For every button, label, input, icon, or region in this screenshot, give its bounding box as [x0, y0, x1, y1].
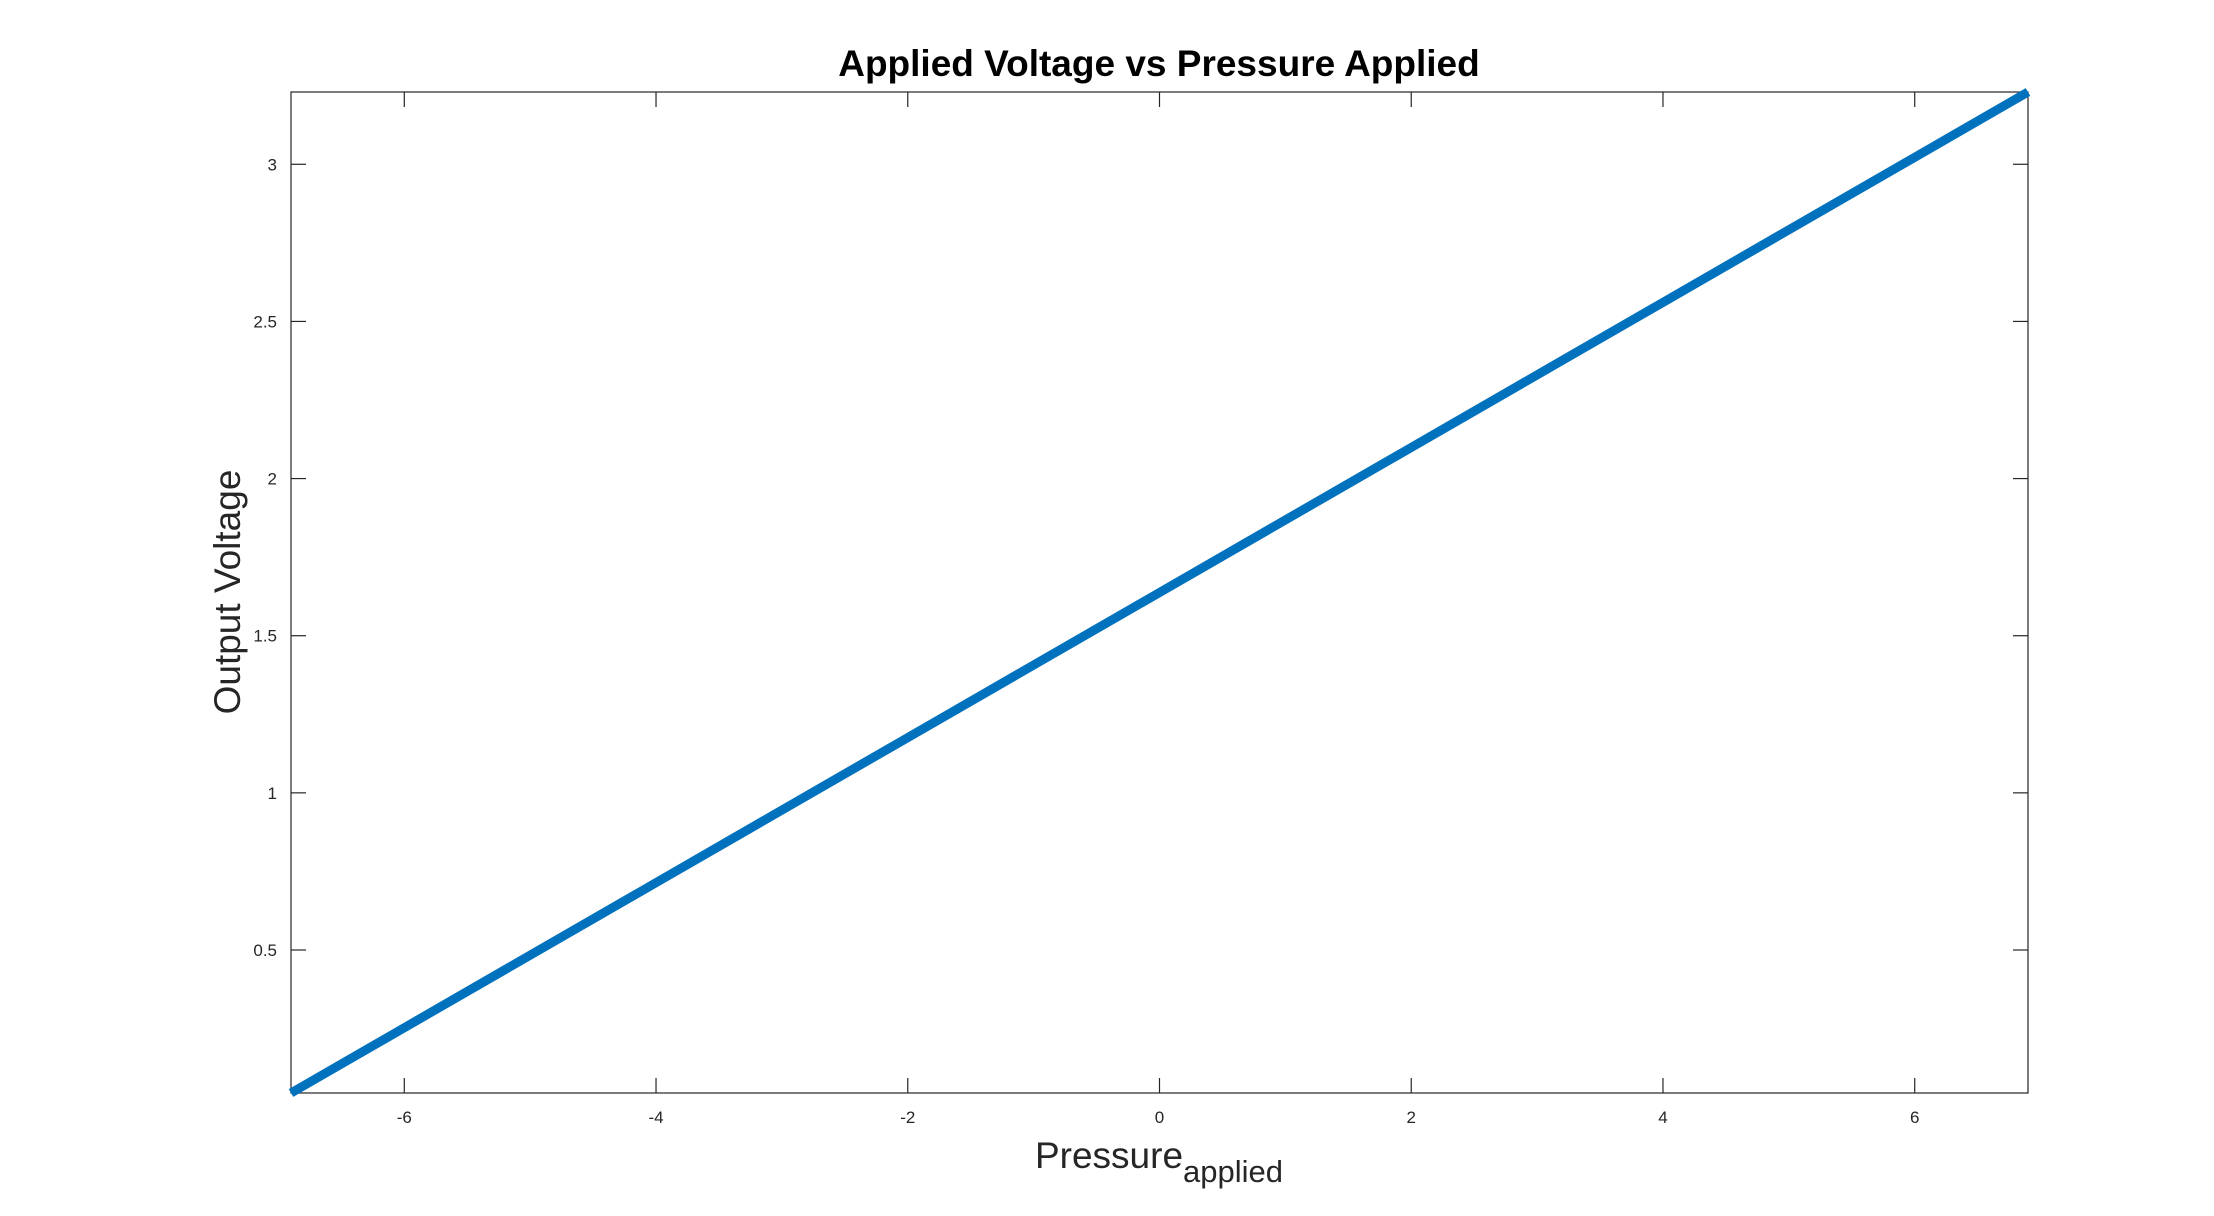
x-axis: -6 -4 -2 0 2 4 6	[397, 92, 1919, 1127]
x-axis-label: Pressureapplied	[1035, 1135, 1283, 1189]
y-tick-label: 2	[268, 470, 277, 489]
y-tick-label: 3	[268, 155, 277, 174]
y-tick-label: 1.5	[253, 627, 277, 646]
chart-title: Applied Voltage vs Pressure Applied	[838, 43, 1480, 84]
x-tick-label: -2	[900, 1108, 915, 1127]
y-tick-label: 2.5	[253, 312, 277, 331]
x-axis-label-main: Pressure	[1035, 1135, 1183, 1176]
y-axis: 0.5 1 1.5 2 2.5 3	[253, 155, 2028, 960]
x-tick-label: 2	[1407, 1108, 1416, 1127]
x-tick-label: -6	[397, 1108, 412, 1127]
series-line	[288, 88, 2031, 1097]
y-axis-label: Output Voltage	[207, 470, 248, 715]
x-tick-label: 6	[1910, 1108, 1919, 1127]
series-layer	[288, 88, 2031, 1097]
y-tick-label: 1	[268, 784, 277, 803]
x-tick-label: -4	[648, 1108, 663, 1127]
x-axis-label-subscript: applied	[1183, 1154, 1283, 1189]
y-tick-label: 0.5	[253, 941, 277, 960]
x-tick-label: 0	[1155, 1108, 1164, 1127]
x-tick-label: 4	[1658, 1108, 1667, 1127]
